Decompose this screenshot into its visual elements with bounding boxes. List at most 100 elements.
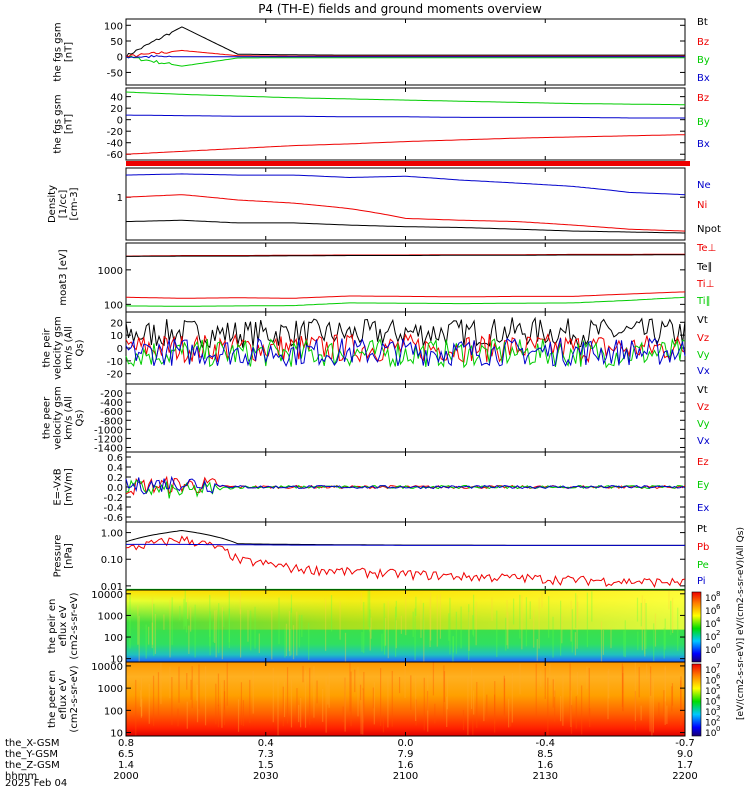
spectrogram-streak bbox=[570, 690, 572, 728]
spectrogram-streak bbox=[570, 600, 572, 642]
colorbar-exponent: 7 bbox=[716, 662, 720, 670]
spectrogram-streak bbox=[344, 632, 347, 662]
spectrogram-streak bbox=[511, 672, 513, 723]
panel-5: 20 10 0 -10 -20 the peirvelocity gsmkm/s (All… bbox=[42, 311, 710, 385]
spectrogram-streak bbox=[349, 662, 351, 712]
spectrogram-streak bbox=[415, 596, 417, 617]
panel-frame bbox=[125, 383, 686, 453]
spectrogram-streak bbox=[290, 607, 292, 656]
spectrogram-streak bbox=[586, 592, 589, 648]
legend-Vy: Vy bbox=[697, 350, 710, 361]
ytick-label: -800 bbox=[100, 416, 123, 427]
ephemeris-label: the_Y-GSM bbox=[5, 749, 58, 760]
panel-frame bbox=[125, 521, 686, 591]
spectrogram-streak bbox=[608, 668, 610, 699]
legend-Npot: Npot bbox=[697, 224, 721, 235]
spectrogram-streak bbox=[369, 590, 371, 632]
spectrogram-streak bbox=[152, 675, 155, 726]
legend-Pt: Pt bbox=[697, 524, 707, 535]
ylabel-line: [nT] bbox=[64, 114, 75, 134]
spectrogram-streak bbox=[196, 684, 199, 723]
spectrogram-streak bbox=[137, 605, 139, 645]
colorbar-exponent: 4 bbox=[716, 694, 721, 702]
spectrogram-streak bbox=[363, 671, 365, 719]
panel-6: -200-400-600-800-1000-1200-1400 the peerv… bbox=[42, 383, 710, 454]
ephemeris-value: 2200 bbox=[672, 771, 697, 782]
panel-1: 100 50 0 -50 the fgs gsm[nT] Bt Bz By Bx bbox=[53, 17, 710, 86]
colorbar-exponent: 4 bbox=[716, 616, 721, 624]
panel-10: 10000 1000 100 10 the peer eneflux eV(cm2-s-… bbox=[47, 661, 686, 740]
spectrogram-streak bbox=[204, 666, 207, 726]
spectrogram-streak bbox=[427, 675, 429, 732]
spectrogram-streak bbox=[663, 690, 665, 715]
spectrogram-streak bbox=[129, 594, 131, 649]
spectrogram-streak bbox=[395, 620, 397, 649]
ytick-label: -0.6 bbox=[103, 513, 123, 524]
spectrogram-streak bbox=[634, 690, 637, 731]
series-line-Te∥ bbox=[126, 254, 685, 257]
legend-Te∥: Te∥ bbox=[696, 262, 713, 273]
ytick-label: -40 bbox=[107, 139, 123, 150]
spectrogram-streak bbox=[160, 662, 162, 705]
spectrogram-streak bbox=[228, 608, 230, 649]
ytick-label: 1000 bbox=[98, 611, 123, 622]
series-line-Ti⊥ bbox=[126, 291, 686, 299]
ytick-label: 100 bbox=[104, 706, 123, 717]
spectrogram-streak bbox=[363, 602, 365, 654]
spectrogram-streak bbox=[218, 603, 220, 654]
spectrogram-streak bbox=[221, 607, 223, 660]
legend-Bz: Bz bbox=[697, 93, 709, 104]
spectrogram-streak bbox=[360, 676, 362, 735]
legend-Ti∥: Ti∥ bbox=[696, 296, 711, 307]
spectrogram-streak bbox=[519, 663, 521, 695]
ylabel-line: (cm2-s-sr-eV) bbox=[69, 592, 80, 659]
spectrogram-streak bbox=[242, 700, 244, 727]
series-line-Bx bbox=[125, 54, 685, 59]
spectrogram-streak bbox=[576, 672, 579, 695]
spectrogram-streak bbox=[308, 622, 310, 660]
ylabel: the fgs gsm[nT] bbox=[53, 22, 75, 81]
ylabel: the peirvelocity gsmkm/s (AllQs) bbox=[42, 316, 86, 380]
ylabel-line: the peer en bbox=[47, 670, 58, 728]
ytick-label: 0.01 bbox=[101, 582, 123, 593]
colorbar-bottom-gradient bbox=[691, 663, 702, 737]
colorbar-tick: 10 bbox=[705, 666, 717, 676]
spectrogram-streak bbox=[448, 613, 450, 641]
spectrogram-streak bbox=[476, 681, 478, 728]
spectrogram-streak bbox=[298, 614, 301, 648]
colorbar-exponent: 6 bbox=[716, 673, 721, 681]
ylabel-line: km/s (All bbox=[64, 326, 75, 370]
spectrogram-streak bbox=[644, 631, 646, 654]
spectrogram-streak bbox=[577, 601, 579, 620]
spectrogram-streak bbox=[148, 683, 150, 724]
legend-Vt: Vt bbox=[697, 315, 708, 326]
series-line-By bbox=[125, 55, 685, 67]
ephemeris-value: 1.4 bbox=[118, 760, 134, 771]
spectrogram-streak bbox=[549, 664, 551, 686]
ytick-label: 10 bbox=[110, 729, 123, 740]
spectrogram-streak bbox=[491, 597, 493, 621]
ylabel-line: the peir bbox=[42, 328, 53, 368]
panel-frame bbox=[125, 167, 686, 241]
ephemeris-value: 2100 bbox=[393, 771, 418, 782]
colorbar-tick: 10 bbox=[705, 633, 717, 643]
spectrogram-streak bbox=[677, 607, 679, 651]
spectrogram-streak bbox=[652, 678, 655, 733]
ephemeris-value: -0.4 bbox=[535, 738, 555, 749]
spectrogram-streak bbox=[414, 608, 416, 661]
colorbar-exponent: 8 bbox=[716, 590, 720, 598]
spectrogram-streak bbox=[194, 604, 196, 658]
colorbar-exponent: 3 bbox=[716, 704, 720, 712]
ephemeris-label: the_X-GSM bbox=[5, 738, 59, 749]
ylabel-line: [nPa] bbox=[64, 543, 75, 569]
spectrogram-streak bbox=[283, 681, 286, 718]
spectrogram-streak bbox=[503, 675, 505, 716]
ylabel-line: Qs) bbox=[75, 409, 86, 426]
ephemeris-value: 2130 bbox=[533, 771, 558, 782]
ylabel-line: [mV/m] bbox=[64, 468, 75, 506]
series-line-Vt bbox=[125, 316, 686, 349]
ylabel: Density[1/cc][cm-3] bbox=[47, 185, 80, 223]
spectrogram-streak bbox=[607, 670, 609, 720]
